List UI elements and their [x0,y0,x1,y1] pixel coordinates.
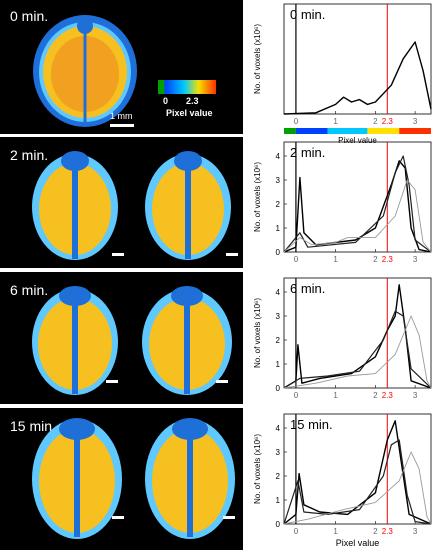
legend-tick-mid: 2.3 [186,96,199,106]
plot-title: 15 min. [290,417,333,432]
y-tick-label: 1 [276,496,281,505]
y-tick-label: 1 [276,360,281,369]
seed-image [142,286,232,395]
x-axis-label: Pixel value [336,538,380,548]
x-tick-label: 1 [333,255,338,264]
x-tick-label: 3 [413,391,418,400]
x-tick-label: 3 [413,527,418,536]
scale-bar [106,380,118,383]
y-tick-label: 0 [276,248,281,257]
y-tick-label: 4 [276,288,281,297]
series-line [283,179,432,253]
scale-bar [226,253,238,256]
scale-bar [112,516,124,519]
series-line [283,315,432,389]
seed-image [33,15,137,127]
threshold-label: 2.3 [382,391,394,400]
plot-frame [283,141,432,253]
x-tick-label: 0 [294,527,299,536]
series-line [283,41,432,115]
colorbar-segment [367,128,400,134]
series-line [283,420,432,525]
image-panel-1: 2 min. [0,137,243,268]
image-panel-2: 6 min. [0,272,243,404]
x-tick-label: 0 [294,117,299,126]
y-tick-label: 2 [276,200,281,209]
y-axis-label: No. of voxels (x10⁶) [253,298,262,368]
scale-bar [112,253,124,256]
x-tick-label: 0 [294,391,299,400]
x-tick-label: 2 [373,255,378,264]
x-tick-label: 1 [333,391,338,400]
threshold-label: 2.3 [382,255,394,264]
seed-image [32,151,118,260]
scale-bar-label: 1 mm [110,111,133,121]
y-tick-label: 3 [276,176,281,185]
scale-bar [110,124,134,127]
legend-tick-min: 0 [163,96,169,106]
series-line [283,310,432,389]
time-label: 2 min. [10,147,49,163]
colorbar-segment [284,128,296,134]
plot-title: 2 min. [290,145,325,160]
threshold-label: 2.3 [382,527,394,536]
series-line [283,284,432,389]
y-tick-label: 3 [276,448,281,457]
colorbar-segment [399,128,431,134]
legend-label: Pixel value [166,108,213,118]
x-tick-label: 0 [294,255,299,264]
y-tick-label: 2 [276,472,281,481]
colorbar-segment [327,128,368,134]
x-tick-label: 3 [413,255,418,264]
plot-frame [283,413,432,525]
time-label: 15 min. [10,418,56,434]
x-tick-label: 1 [333,527,338,536]
seed-image [145,151,231,260]
scale-bar [223,516,235,519]
seed-image [32,286,118,395]
scale-bar [216,380,228,383]
x-tick-label: 1 [333,117,338,126]
colorbar-segment [295,128,328,134]
image-panel-3: 15 min. [0,408,243,550]
series-line [283,451,432,525]
y-tick-label: 0 [276,384,281,393]
y-axis-label: No. of voxels (x10⁶) [253,24,262,94]
y-tick-label: 2 [276,336,281,345]
plot-frame [283,277,432,389]
x-tick-label: 2 [373,391,378,400]
x-tick-label: 2 [373,527,378,536]
y-tick-label: 1 [276,224,281,233]
colorbar-legend [158,80,216,94]
y-tick-label: 4 [276,152,281,161]
plot-frame [283,3,432,115]
x-tick-label: 3 [413,117,418,126]
time-label: 6 min. [10,282,49,298]
plot-title: 0 min. [290,7,325,22]
y-tick-label: 0 [276,520,281,529]
y-axis-label: No. of voxels (x10⁶) [253,434,262,504]
series-line [283,439,432,525]
colorbar-label: Pixel value [338,136,377,145]
y-tick-label: 3 [276,312,281,321]
series-line [283,160,432,253]
plot-title: 6 min. [290,281,325,296]
image-panel-0: 0 min. 0 2.3 Pixel value 1 mm [0,0,243,134]
y-tick-label: 4 [276,424,281,433]
x-tick-label: 2 [373,117,378,126]
threshold-label: 2.3 [382,117,394,126]
seed-image [32,418,122,539]
y-axis-label: No. of voxels (x10⁶) [253,162,262,232]
time-label: 0 min. [10,8,49,24]
seed-image [145,418,235,539]
